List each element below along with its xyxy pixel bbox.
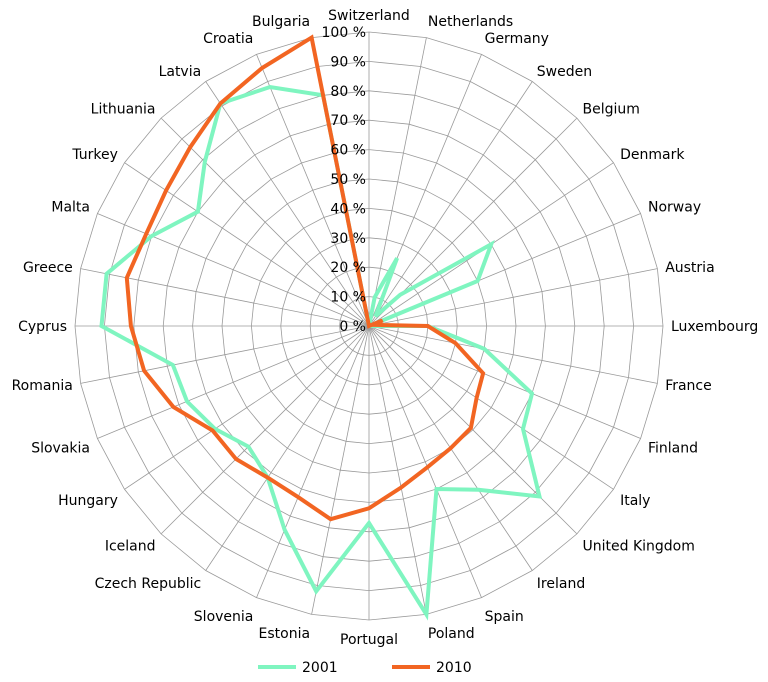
category-label: Denmark	[620, 147, 685, 163]
tick-label: 50 %	[330, 172, 366, 188]
category-label: Iceland	[105, 539, 156, 555]
category-label: Germany	[485, 31, 549, 47]
category-label: Lithuania	[91, 102, 156, 118]
category-label: Cyprus	[18, 319, 67, 335]
category-label: Italy	[620, 493, 650, 509]
tick-label: 70 %	[330, 113, 366, 129]
tick-label: 80 %	[330, 84, 366, 100]
grid-spoke	[368, 268, 658, 327]
category-label: Ireland	[537, 576, 585, 592]
tick-label: 40 %	[330, 201, 366, 217]
category-label: Bulgaria	[252, 14, 310, 30]
grid-spoke	[160, 325, 370, 535]
category-label: Sweden	[537, 64, 592, 80]
grid-spoke	[368, 325, 641, 439]
tick-labels: 0 % 10 % 20 % 30 % 40 % 50 % 60 % 70 % 80 % 90 % 1…	[322, 25, 366, 335]
grid-spoke	[368, 325, 658, 384]
category-label: Belgium	[583, 102, 640, 118]
category-label: France	[665, 378, 712, 394]
category-label: Portugal	[340, 632, 398, 648]
category-label: Spain	[485, 609, 524, 625]
category-label: Switzerland	[328, 8, 410, 24]
grid-spoke	[80, 325, 370, 384]
tick-label: 30 %	[330, 231, 366, 247]
grid-spoke	[368, 81, 533, 327]
tick-label: 100 %	[322, 25, 366, 41]
category-label: Greece	[23, 260, 73, 276]
category-label: Slovakia	[31, 441, 90, 457]
category-label: Latvia	[159, 64, 202, 80]
category-label: Norway	[648, 199, 701, 215]
category-label: Romania	[12, 378, 73, 394]
grid-spoke	[311, 325, 370, 615]
grid-spoke	[205, 325, 370, 571]
grid-spoke	[205, 81, 370, 327]
legend-label: 2001	[302, 660, 338, 676]
grid-spoke	[97, 325, 370, 439]
series-line-2010	[124, 34, 486, 522]
category-label: Netherlands	[428, 14, 513, 30]
grid-spoke	[160, 117, 370, 327]
grid-spoke	[368, 325, 614, 490]
grid-spoke	[97, 213, 370, 327]
grid-spoke	[124, 325, 370, 490]
tick-label: 20 %	[330, 260, 366, 276]
category-label: Finland	[648, 441, 698, 457]
category-label: Malta	[51, 199, 90, 215]
category-label: Austria	[665, 260, 714, 276]
tick-label: 0 %	[339, 319, 366, 335]
category-label: Estonia	[259, 626, 311, 642]
category-label: Luxembourg	[671, 319, 758, 335]
category-label: Czech Republic	[95, 576, 202, 592]
category-label: Slovenia	[194, 609, 254, 625]
category-label: Croatia	[203, 31, 253, 47]
category-label: Hungary	[58, 493, 118, 509]
tick-label: 60 %	[330, 143, 366, 159]
category-label: Poland	[428, 626, 475, 642]
legend-label: 2010	[436, 660, 472, 676]
series-line-2001	[99, 84, 543, 621]
tick-label: 10 %	[330, 290, 366, 306]
grid-spoke	[368, 325, 482, 598]
series-layer	[99, 34, 543, 621]
grid-spoke	[256, 54, 370, 327]
tick-label: 90 %	[330, 54, 366, 70]
category-label: United Kingdom	[583, 539, 695, 555]
grid-spoke	[368, 325, 578, 535]
grid-spoke	[368, 325, 427, 615]
legend: 2001 2010	[258, 660, 472, 676]
grid-spoke	[368, 37, 427, 327]
grid-spoke	[256, 325, 370, 598]
category-label: Turkey	[71, 147, 118, 163]
